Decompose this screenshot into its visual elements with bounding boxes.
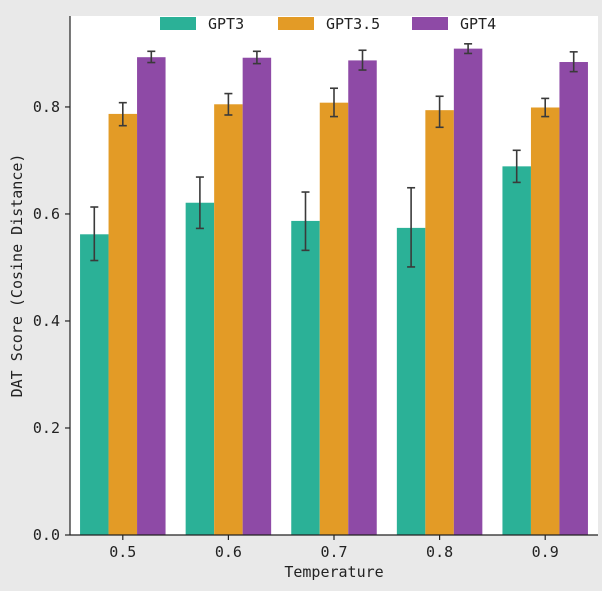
legend-label-gpt3: GPT3 bbox=[208, 15, 244, 33]
y-tick-label: 0.2 bbox=[33, 419, 60, 437]
bar-gpt3-5-0-9 bbox=[530, 107, 560, 536]
bar-gpt4-0-7 bbox=[348, 60, 377, 536]
bar-gpt3-0-9 bbox=[502, 166, 531, 535]
legend-swatch-gpt3 bbox=[160, 17, 196, 30]
bar-gpt3-0-7 bbox=[291, 220, 320, 535]
bar-gpt4-0-8 bbox=[453, 48, 483, 535]
bar-gpt3-0-6 bbox=[185, 202, 215, 536]
bar-gpt4-0-6 bbox=[242, 57, 272, 536]
y-tick-label: 0.6 bbox=[33, 205, 60, 223]
bar-gpt4-0-9 bbox=[559, 62, 588, 535]
bar-gpt3-0-8 bbox=[396, 227, 426, 535]
x-tick-label: 0.8 bbox=[426, 543, 453, 561]
y-tick-label: 0.0 bbox=[33, 526, 60, 544]
bar-gpt3-5-0-5 bbox=[108, 113, 138, 536]
legend-swatch-gpt4 bbox=[412, 17, 448, 30]
y-tick-label: 0.8 bbox=[33, 98, 60, 116]
x-tick-label: 0.7 bbox=[320, 543, 347, 561]
bar-gpt3-5-0-6 bbox=[214, 104, 243, 535]
bar-gpt4-0-5 bbox=[137, 57, 166, 535]
legend-label-gpt3-5: GPT3.5 bbox=[326, 15, 380, 33]
x-axis-label: Temperature bbox=[284, 563, 383, 581]
bar-gpt3-5-0-8 bbox=[425, 110, 454, 536]
y-axis-label: DAT Score (Cosine Distance) bbox=[8, 154, 26, 398]
bar-gpt3-5-0-7 bbox=[319, 102, 349, 536]
x-tick-label: 0.9 bbox=[532, 543, 559, 561]
x-tick-label: 0.6 bbox=[215, 543, 242, 561]
legend-swatch-gpt3-5 bbox=[278, 17, 314, 30]
legend-label-gpt4: GPT4 bbox=[460, 15, 496, 33]
bar-gpt3-0-5 bbox=[80, 234, 109, 535]
x-tick-label: 0.5 bbox=[109, 543, 136, 561]
y-tick-label: 0.4 bbox=[33, 312, 60, 330]
